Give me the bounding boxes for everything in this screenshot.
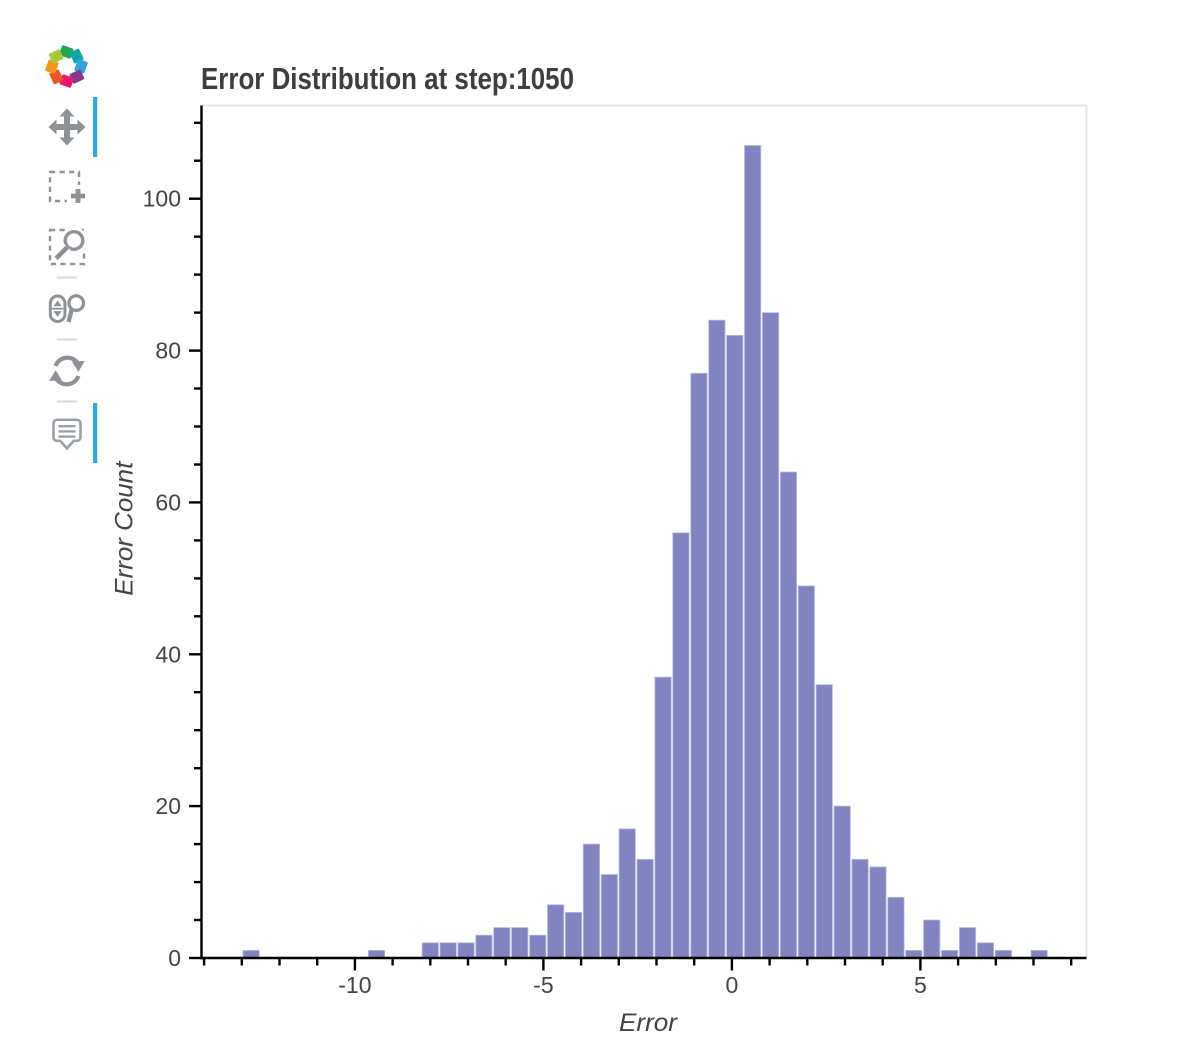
svg-text:Error Count: Error Count (111, 461, 139, 596)
svg-text:-10: -10 (338, 972, 371, 998)
svg-text:5: 5 (914, 972, 927, 998)
svg-text:20: 20 (155, 793, 181, 819)
svg-text:0: 0 (726, 972, 739, 998)
svg-text:100: 100 (143, 186, 181, 212)
svg-text:Error: Error (619, 1009, 679, 1037)
svg-text:40: 40 (155, 641, 181, 667)
svg-text:80: 80 (155, 338, 181, 364)
svg-text:-5: -5 (533, 972, 553, 998)
svg-text:Error Distribution at step:105: Error Distribution at step:1050 (201, 61, 574, 96)
svg-text:60: 60 (155, 489, 181, 515)
svg-text:0: 0 (168, 945, 181, 971)
